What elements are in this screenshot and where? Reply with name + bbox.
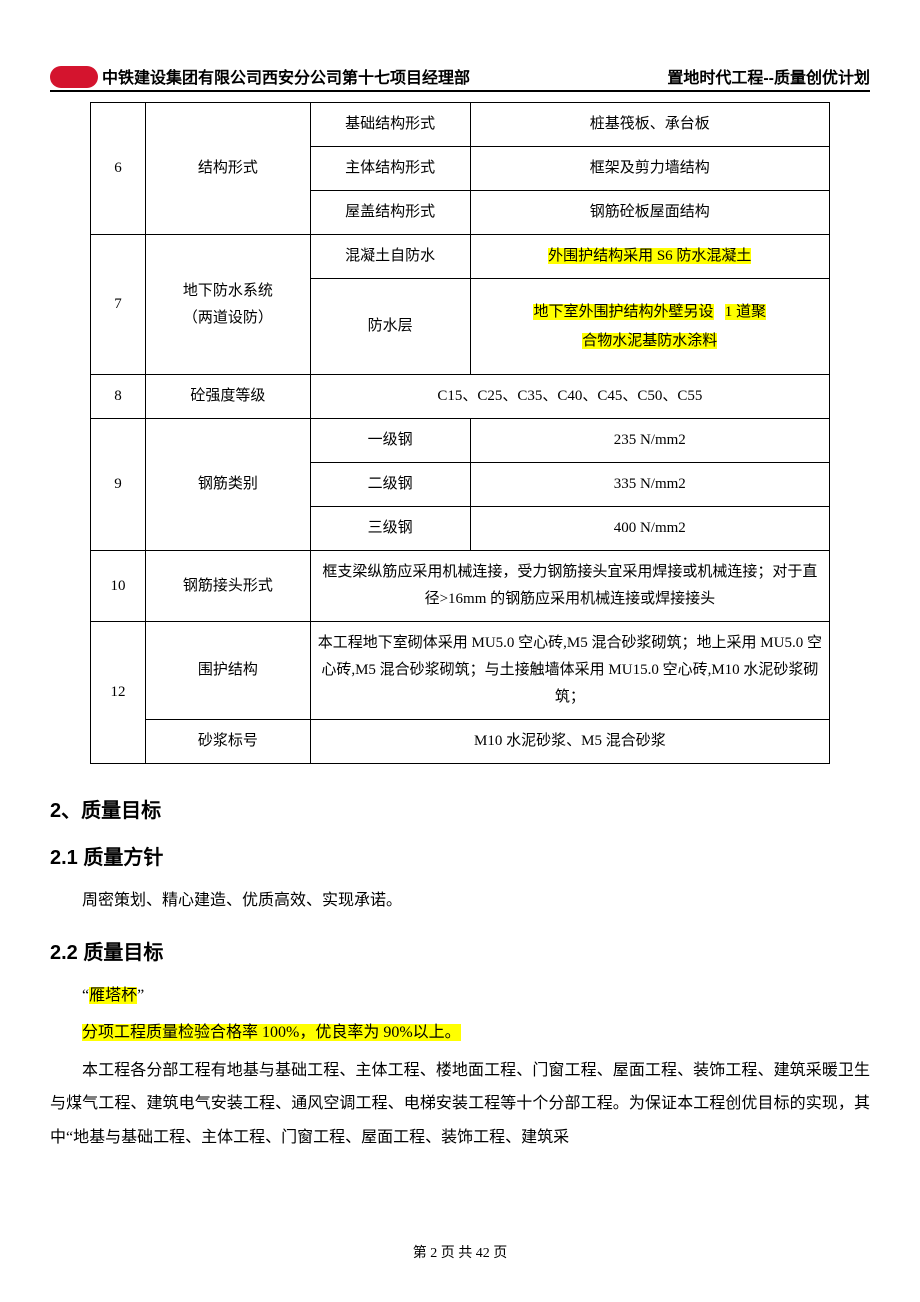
table-row: 9 钢筋类别 一级钢 235 N/mm2 [91, 419, 830, 463]
highlighted-text: 雁塔杯 [89, 987, 137, 1004]
cell-val: 桩基筏板、承台板 [470, 103, 830, 147]
highlight-wrap: 地下室外围护结构外壁另设 1 道聚 合物水泥基防水涂料 [477, 298, 824, 355]
table-row: 10 钢筋接头形式 框支梁纵筋应采用机械连接，受力钢筋接头宜采用焊接或机械连接；… [91, 551, 830, 622]
header-title-right: 置地时代工程--质量创优计划 [667, 64, 870, 88]
cell-label: 钢筋接头形式 [145, 551, 310, 622]
cell-val: 框架及剪力墙结构 [470, 147, 830, 191]
label-line: 地下防水系统 [183, 283, 273, 299]
table-row: 8 砼强度等级 C15、C25、C35、C40、C45、C50、C55 [91, 375, 830, 419]
header-left-group: 中铁建设集团有限公司西安分公司第十七项目经理部 [50, 60, 470, 88]
section-heading-2: 2、质量目标 [50, 794, 870, 823]
cell-num: 10 [91, 551, 146, 622]
header-title-left: 中铁建设集团有限公司西安分公司第十七项目经理部 [102, 64, 470, 88]
cell-val: 335 N/mm2 [470, 463, 830, 507]
table-row: 12 围护结构 本工程地下室砌体采用 MU5.0 空心砖,M5 混合砂浆砌筑；地… [91, 622, 830, 720]
paragraph-quote: “雁塔杯” [50, 979, 870, 1013]
paragraph-highlight: 分项工程质量检验合格率 100%，优良率为 90%以上。 [50, 1016, 870, 1050]
page-header: 中铁建设集团有限公司西安分公司第十七项目经理部 置地时代工程--质量创优计划 [50, 60, 870, 92]
cell-val: 地下室外围护结构外壁另设 1 道聚 合物水泥基防水涂料 [470, 279, 830, 375]
cell-label: 钢筋类别 [145, 419, 310, 551]
cell-num: 8 [91, 375, 146, 419]
paragraph: 本工程各分部工程有地基与基础工程、主体工程、楼地面工程、门窗工程、屋面工程、装饰… [50, 1054, 870, 1155]
cell-num: 9 [91, 419, 146, 551]
cell-sub: 混凝土自防水 [310, 235, 470, 279]
cell-label: 砂浆标号 [145, 720, 310, 764]
label-line: （两道设防） [183, 310, 273, 326]
cell-sub: 二级钢 [310, 463, 470, 507]
cell-val: 400 N/mm2 [470, 507, 830, 551]
cell-val: C15、C25、C35、C40、C45、C50、C55 [310, 375, 829, 419]
cell-val: 框支梁纵筋应采用机械连接，受力钢筋接头宜采用焊接或机械连接；对于直径>16mm … [310, 551, 829, 622]
quote-close: ” [137, 987, 144, 1004]
table-row: 砂浆标号 M10 水泥砂浆、M5 混合砂浆 [91, 720, 830, 764]
highlighted-text: 合物水泥基防水涂料 [582, 333, 717, 349]
cell-sub: 一级钢 [310, 419, 470, 463]
highlighted-text: 分项工程质量检验合格率 100%，优良率为 90%以上。 [82, 1024, 461, 1041]
section-heading-2-1: 2.1 质量方针 [50, 841, 870, 870]
cell-val: 本工程地下室砌体采用 MU5.0 空心砖,M5 混合砂浆砌筑；地上采用 MU5.… [310, 622, 829, 720]
company-logo [50, 60, 98, 88]
cell-sub: 屋盖结构形式 [310, 191, 470, 235]
cell-num: 7 [91, 235, 146, 375]
cell-sub: 防水层 [310, 279, 470, 375]
table-row: 6 结构形式 基础结构形式 桩基筏板、承台板 [91, 103, 830, 147]
cell-val: 钢筋砼板屋面结构 [470, 191, 830, 235]
paragraph: 周密策划、精心建造、优质高效、实现承诺。 [50, 884, 870, 918]
highlighted-text: 1 道聚 [725, 304, 766, 320]
cell-val: 外围护结构采用 S6 防水混凝土 [470, 235, 830, 279]
table-row: 7 地下防水系统 （两道设防） 混凝土自防水 外围护结构采用 S6 防水混凝土 [91, 235, 830, 279]
cell-sub: 基础结构形式 [310, 103, 470, 147]
cell-sub: 三级钢 [310, 507, 470, 551]
cell-label: 结构形式 [145, 103, 310, 235]
cell-val: 235 N/mm2 [470, 419, 830, 463]
cell-label: 砼强度等级 [145, 375, 310, 419]
page-footer: 第 2 页 共 42 页 [0, 1242, 920, 1262]
cell-num: 12 [91, 622, 146, 764]
logo-shape [50, 66, 98, 88]
highlighted-text: 地下室外围护结构外壁另设 [533, 304, 713, 320]
highlighted-text: 外围护结构采用 S6 防水混凝土 [548, 248, 751, 264]
cell-val: M10 水泥砂浆、M5 混合砂浆 [310, 720, 829, 764]
cell-label: 围护结构 [145, 622, 310, 720]
section-heading-2-2: 2.2 质量目标 [50, 936, 870, 965]
cell-sub: 主体结构形式 [310, 147, 470, 191]
spec-table: 6 结构形式 基础结构形式 桩基筏板、承台板 主体结构形式 框架及剪力墙结构 屋… [90, 102, 830, 764]
cell-num: 6 [91, 103, 146, 235]
cell-label: 地下防水系统 （两道设防） [145, 235, 310, 375]
